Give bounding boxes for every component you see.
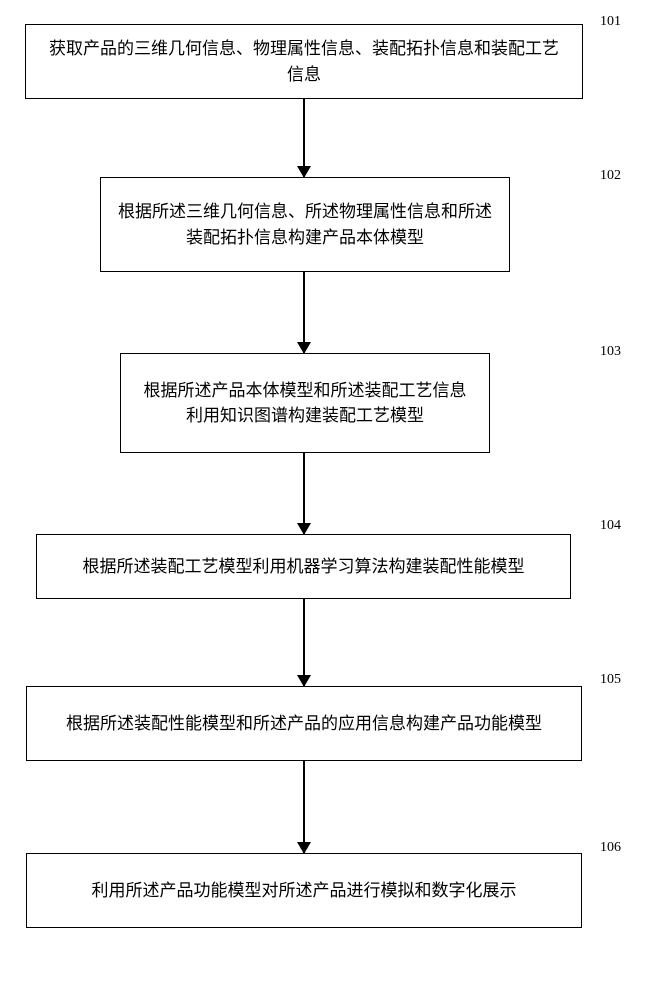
step-label-104: 104 bbox=[600, 518, 621, 534]
label-text: 104 bbox=[600, 518, 621, 533]
arrow-4-5 bbox=[303, 599, 305, 686]
step-box-105: 根据所述装配性能模型和所述产品的应用信息构建产品功能模型 bbox=[26, 686, 582, 761]
step-label-106: 106 bbox=[600, 840, 621, 856]
step-text: 根据所述装配工艺模型利用机器学习算法构建装配性能模型 bbox=[83, 554, 525, 580]
step-box-106: 利用所述产品功能模型对所述产品进行模拟和数字化展示 bbox=[26, 853, 582, 928]
step-text: 根据所述三维几何信息、所述物理属性信息和所述装配拓扑信息构建产品本体模型 bbox=[117, 199, 493, 250]
label-text: 101 bbox=[600, 14, 621, 29]
arrow-3-4 bbox=[303, 453, 305, 534]
label-text: 102 bbox=[600, 168, 621, 183]
step-box-101: 获取产品的三维几何信息、物理属性信息、装配拓扑信息和装配工艺信息 bbox=[25, 24, 583, 99]
step-text: 根据所述装配性能模型和所述产品的应用信息构建产品功能模型 bbox=[66, 711, 542, 737]
step-label-102: 102 bbox=[600, 168, 621, 184]
step-box-104: 根据所述装配工艺模型利用机器学习算法构建装配性能模型 bbox=[36, 534, 571, 599]
step-label-101: 101 bbox=[600, 14, 621, 30]
step-box-102: 根据所述三维几何信息、所述物理属性信息和所述装配拓扑信息构建产品本体模型 bbox=[100, 177, 510, 272]
step-text: 利用所述产品功能模型对所述产品进行模拟和数字化展示 bbox=[92, 878, 517, 904]
step-box-103: 根据所述产品本体模型和所述装配工艺信息利用知识图谱构建装配工艺模型 bbox=[120, 353, 490, 453]
flowchart-container: 获取产品的三维几何信息、物理属性信息、装配拓扑信息和装配工艺信息 101 根据所… bbox=[0, 0, 654, 1000]
label-text: 103 bbox=[600, 344, 621, 359]
step-text: 获取产品的三维几何信息、物理属性信息、装配拓扑信息和装配工艺信息 bbox=[42, 36, 566, 87]
step-label-105: 105 bbox=[600, 672, 621, 688]
label-text: 105 bbox=[600, 672, 621, 687]
step-text: 根据所述产品本体模型和所述装配工艺信息利用知识图谱构建装配工艺模型 bbox=[137, 378, 473, 429]
label-text: 106 bbox=[600, 840, 621, 855]
step-label-103: 103 bbox=[600, 344, 621, 360]
arrow-5-6 bbox=[303, 761, 305, 853]
arrow-2-3 bbox=[303, 272, 305, 353]
arrow-1-2 bbox=[303, 99, 305, 177]
